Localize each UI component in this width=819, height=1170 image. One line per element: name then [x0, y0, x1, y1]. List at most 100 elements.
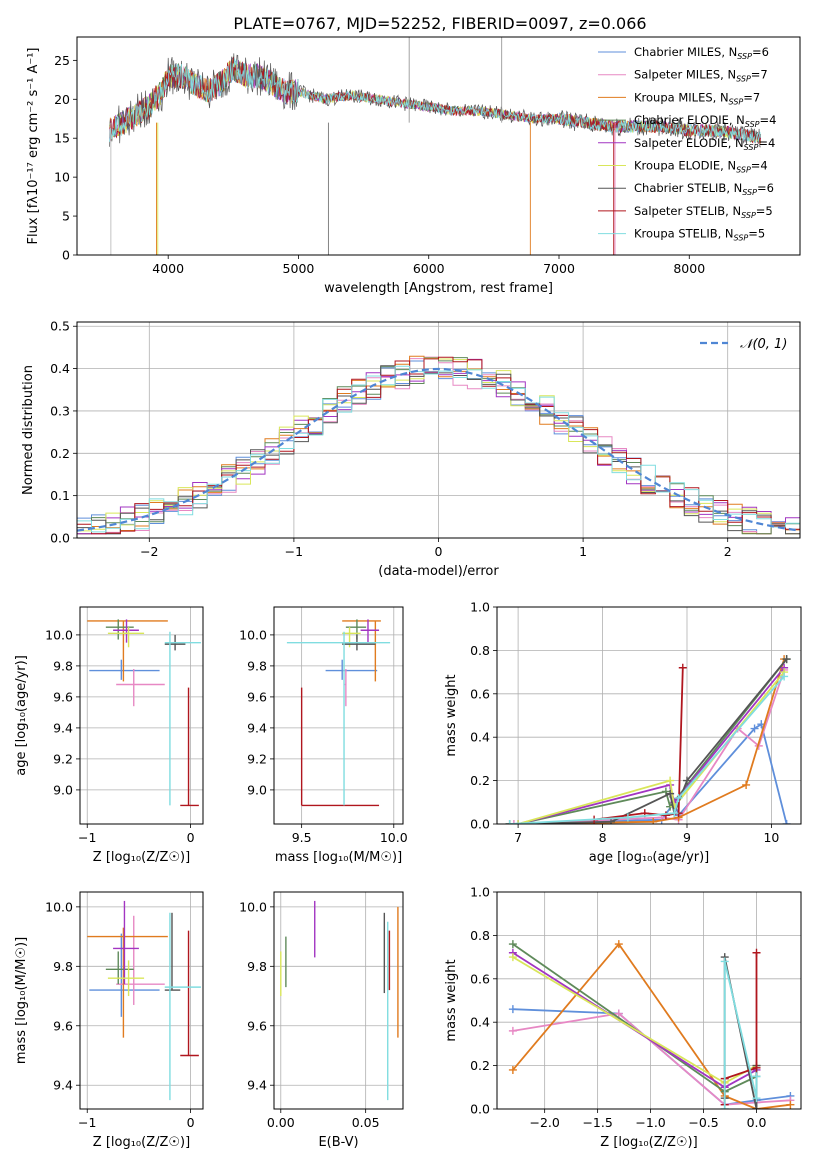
weight-marker: [720, 1105, 729, 1109]
y-tick-label: 0.0: [50, 531, 70, 546]
weight-marker: [752, 1105, 761, 1109]
ticks: −2.0 −1.5 −1.0 −0.5 0.0 0.0 0.2 0.4 0.6 0.8 1.0: [470, 885, 766, 1131]
panels: 4000 5000 6000 7000 80000510152025wavelength…: [14, 36, 802, 1150]
plot-area: [87, 619, 201, 807]
y-tick-label: 9.0: [247, 782, 267, 797]
weight-marker: [666, 776, 675, 785]
axes-frame: [76, 36, 801, 256]
x-tick-label: 7000: [543, 261, 575, 276]
weight-marker: [742, 780, 751, 789]
weight-line: [509, 722, 788, 824]
legend-label: Chabrier MILES, NSSP=6: [634, 45, 769, 61]
y-tick-label: 10.0: [45, 899, 73, 914]
x-axis-label: (data-model)/error: [378, 564, 499, 579]
y-tick-label: 0.4: [470, 730, 490, 745]
histogram-step: [77, 356, 800, 535]
y-tick-label: 9.6: [53, 1018, 73, 1033]
x-axis-label: mass [log₁₀(M/M☉)]: [275, 850, 402, 865]
grid: [274, 892, 403, 1109]
ticks: 9.5 10.0 9.0 9.2 9.4 9.6 9.8 10.0: [239, 627, 408, 845]
y-tick-label: 0.8: [470, 928, 490, 943]
x-tick-label: 0.05: [352, 1115, 380, 1130]
y-tick-label: 0.1: [50, 488, 70, 503]
x-tick-label: −1.5: [582, 1115, 612, 1130]
x-tick-label: 1: [579, 544, 587, 559]
y-tick-label: 0.4: [470, 1015, 490, 1030]
plot-area: [109, 37, 762, 255]
y-tick-label: 9.8: [247, 658, 267, 673]
panel-weight-vs-z: −2.0 −1.5 −1.0 −0.5 0.0 0.0 0.2 0.4 0.6 0.8 1.0 Z […: [444, 885, 802, 1150]
x-tick-label: 0: [435, 544, 443, 559]
x-tick-label: 0.0: [747, 1115, 767, 1130]
y-tick-label: 15: [54, 131, 70, 146]
x-tick-label: 6000: [413, 261, 445, 276]
x-tick-label: 8: [599, 830, 607, 845]
weight-marker: [752, 1063, 761, 1072]
y-tick-label: 9.4: [247, 1078, 267, 1093]
weight-marker: [623, 813, 632, 822]
y-tick-label: 9.8: [53, 658, 73, 673]
plot-area: [87, 900, 201, 1101]
y-axis-label: mass weight: [444, 959, 459, 1041]
weight-marker: [720, 957, 729, 966]
weight-marker: [508, 940, 517, 949]
x-axis-label: wavelength [Angstrom, rest frame]: [324, 281, 553, 296]
weight-marker: [683, 776, 691, 785]
panel-residuals: −2 −1 0 1 2 0.0 0.1 0.2 0.3 0.4 0.5 (data-model)/er…: [21, 319, 801, 579]
x-tick-label: 10: [763, 830, 779, 845]
ticks: −1 0 9.0 9.2 9.4 9.6 9.8 10.0: [45, 627, 194, 845]
y-tick-label: 9.6: [53, 689, 73, 704]
x-tick-label: 7: [514, 830, 522, 845]
legend-label: 𝒩(0, 1): [740, 337, 787, 352]
plot-area: [508, 940, 795, 1109]
y-tick-label: 0.5: [50, 319, 70, 334]
weight-marker: [678, 663, 687, 672]
y-axis-label: Normed distribution: [21, 365, 36, 495]
y-tick-label: 9.4: [53, 1078, 73, 1093]
legend-label: Kroupa STELIB, NSSP=5: [634, 227, 765, 243]
x-axis-label: E(B-V): [318, 1135, 358, 1150]
x-tick-label: 9.5: [292, 830, 312, 845]
weight-marker: [649, 817, 658, 824]
y-axis-label: mass [log₁₀(M/M☉)]: [14, 937, 29, 1064]
weight-marker: [670, 809, 679, 818]
x-tick-label: −1: [285, 544, 303, 559]
axes-frame: [496, 606, 802, 825]
y-tick-label: 9.6: [247, 1018, 267, 1033]
x-axis-label: Z [log₁₀(Z/Z☉)]: [93, 850, 190, 865]
weight-marker: [674, 793, 683, 802]
weight-marker: [752, 1094, 761, 1103]
weight-marker: [786, 1100, 795, 1109]
weight-line: [509, 675, 785, 824]
legend: Chabrier MILES, NSSP=6 Salpeter MILES, NS…: [598, 45, 776, 243]
panel-mass-vs-ebv: 0.00 0.05 9.4 9.6 9.8 10.0 E(B-V): [239, 891, 404, 1150]
spectrum-line: [109, 58, 762, 143]
y-tick-label: 0.0: [470, 817, 490, 832]
y-tick-label: 0.2: [470, 773, 490, 788]
plot-area: [77, 355, 800, 535]
axes-frame: [496, 891, 802, 1110]
legend-label: Salpeter MILES, NSSP=7: [634, 68, 768, 84]
axes-frame: [273, 891, 404, 1110]
y-axis-label: mass weight: [444, 674, 459, 756]
grid: [274, 607, 403, 824]
x-tick-label: 4000: [152, 261, 184, 276]
weight-marker: [508, 953, 517, 962]
histogram-step: [77, 365, 800, 533]
panel-weight-vs-age: 7 8 9 10 0.0 0.2 0.4 0.6 0.8 1.0 age [log₁₀(age/yr…: [444, 600, 802, 865]
panel-mass-vs-z: −1 0 9.4 9.6 9.8 10.0 Z [log₁₀(Z/Z☉)] mass [log…: [14, 891, 204, 1150]
axes-frame: [79, 606, 204, 825]
y-tick-label: 25: [54, 53, 70, 68]
y-tick-label: 9.2: [53, 751, 73, 766]
weight-line: [517, 658, 788, 824]
y-tick-label: 9.6: [247, 689, 267, 704]
panel-age-vs-z: −1 0 9.0 9.2 9.4 9.6 9.8 10.0 Z [log₁₀(Z/Z☉)] age…: [14, 606, 204, 865]
panel-age-vs-mass: 9.5 10.0 9.0 9.2 9.4 9.6 9.8 10.0 mass [log₁₀(M/…: [239, 606, 408, 865]
x-tick-label: 0.00: [267, 1115, 295, 1130]
y-tick-label: 1.0: [470, 885, 490, 900]
axes-frame: [79, 891, 204, 1110]
grid: [80, 607, 203, 824]
axes-frame: [76, 321, 801, 539]
panel-spectrum: 4000 5000 6000 7000 8000 0 5 10 15 20 25 wavelength…: [26, 36, 801, 296]
